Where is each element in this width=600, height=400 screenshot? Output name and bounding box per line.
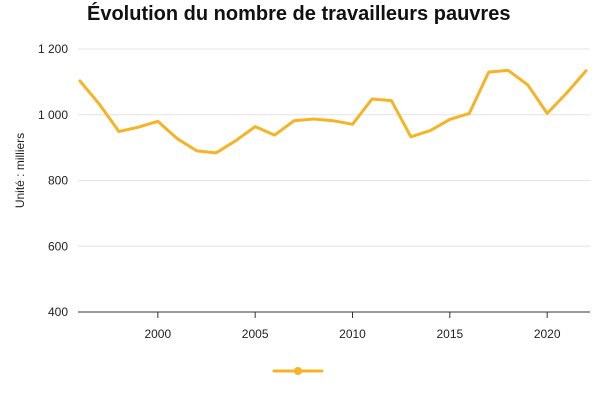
data-point[interactable] [425, 126, 435, 136]
data-point[interactable] [464, 108, 474, 118]
gridlines [78, 48, 590, 247]
data-point[interactable] [231, 136, 241, 146]
data-point[interactable] [386, 96, 396, 106]
data-point[interactable] [542, 108, 552, 118]
data-point[interactable] [581, 66, 591, 76]
data-point[interactable] [289, 116, 299, 126]
y-axis-title: Unité : milliers [13, 133, 27, 208]
x-axis: 2000 2005 2010 2015 2020 [144, 312, 561, 341]
data-point[interactable] [270, 130, 280, 140]
y-axis: 400 600 800 1 000 1 200 [38, 42, 68, 319]
x-tick-label: 2010 [339, 327, 366, 341]
legend[interactable] [272, 367, 324, 375]
y-tick-label: 1 000 [38, 108, 68, 122]
data-point[interactable] [309, 114, 319, 124]
data-point[interactable] [406, 132, 416, 142]
data-point[interactable] [503, 65, 513, 75]
x-tick-label: 2005 [242, 327, 269, 341]
x-tick-label: 2015 [436, 327, 463, 341]
data-point[interactable] [192, 146, 202, 156]
x-tick-label: 2000 [144, 327, 171, 341]
data-point[interactable] [153, 116, 163, 126]
y-tick-label: 400 [48, 305, 68, 319]
legend-swatch-marker [294, 367, 302, 375]
x-tick-label: 2020 [534, 327, 561, 341]
y-tick-label: 600 [48, 239, 68, 253]
data-point[interactable] [367, 94, 377, 104]
data-point[interactable] [94, 99, 104, 109]
data-point[interactable] [445, 114, 455, 124]
series [75, 65, 591, 158]
data-point[interactable] [172, 134, 182, 144]
data-point[interactable] [523, 80, 533, 90]
data-point[interactable] [133, 122, 143, 132]
chart-title: Évolution du nombre de travailleurs pauv… [87, 3, 511, 25]
data-point[interactable] [114, 127, 124, 137]
data-point[interactable] [250, 122, 260, 132]
data-point[interactable] [562, 88, 572, 98]
y-tick-label: 1 200 [38, 42, 68, 56]
data-point[interactable] [328, 116, 338, 126]
data-point[interactable] [347, 119, 357, 129]
data-point[interactable] [484, 67, 494, 77]
data-point[interactable] [211, 148, 221, 158]
data-point[interactable] [75, 76, 85, 86]
y-tick-label: 800 [48, 174, 68, 188]
series-line [78, 68, 588, 155]
